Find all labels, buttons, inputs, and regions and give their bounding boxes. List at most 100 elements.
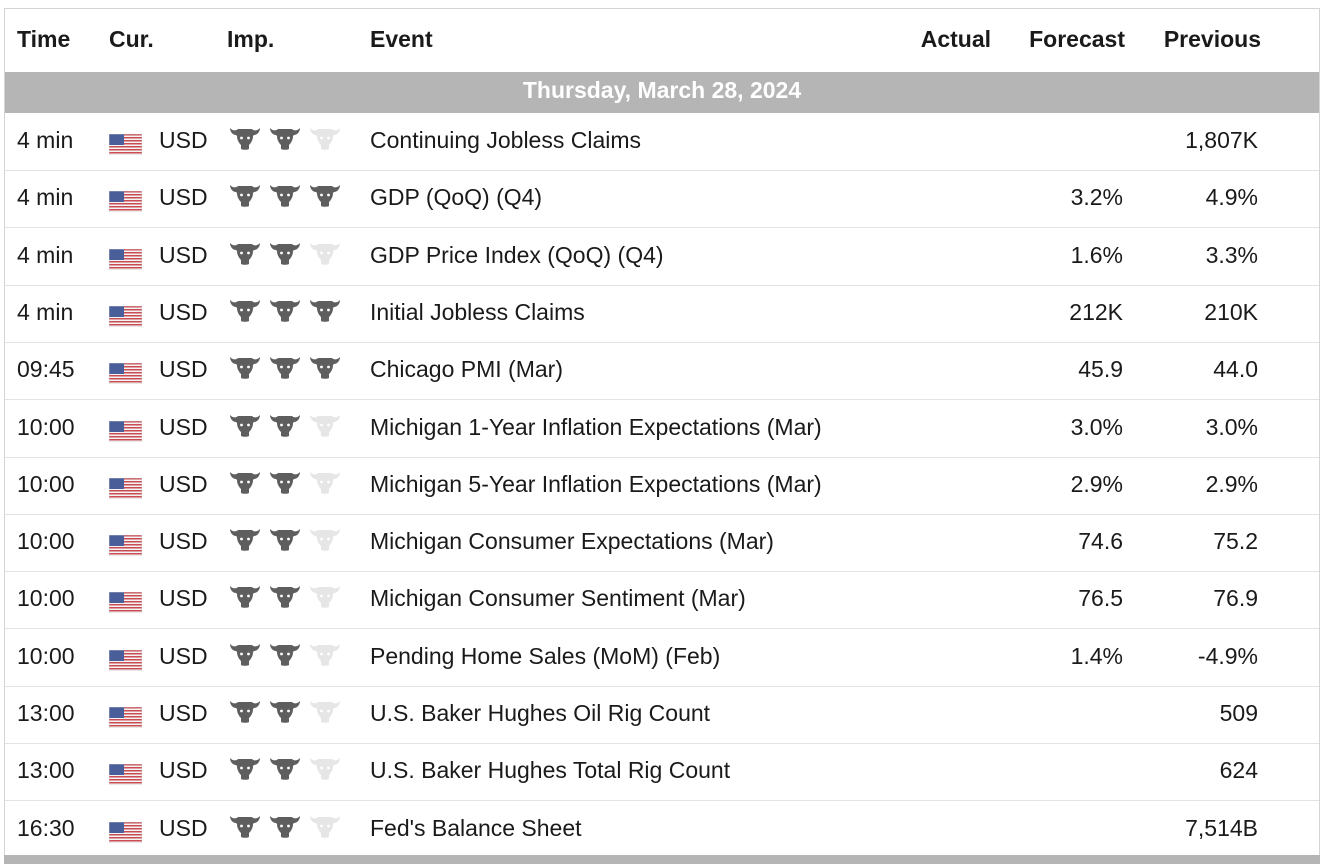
bull-icon [307,523,343,553]
header-previous[interactable]: Previous [1163,26,1261,52]
event-currency: USD [159,585,208,612]
table-row[interactable]: 10:00 USD Michigan Consumer Sentiment (Mar… [5,571,1319,630]
bull-icon [227,695,263,725]
event-name[interactable]: Michigan Consumer Expectations (Mar) [370,528,774,555]
bull-icon [267,122,303,152]
bull-icon [307,237,343,267]
event-forecast: 3.0% [1070,413,1123,440]
event-forecast: 74.6 [1078,528,1123,555]
event-name[interactable]: Michigan Consumer Sentiment (Mar) [370,585,746,612]
bull-icon [307,638,343,668]
event-previous: 3.0% [1205,413,1258,440]
bull-icon [267,351,303,381]
importance-rating [227,237,343,267]
header-actual[interactable]: Actual [920,26,991,52]
event-currency: USD [159,241,208,268]
table-row[interactable]: 4 min USD Initial Jobless Claims 212K 210K [5,285,1319,343]
us-flag-icon [108,706,143,729]
us-flag-icon [108,477,143,500]
event-currency: USD [159,298,208,325]
event-time: 16:30 [17,814,75,841]
event-time: 13:00 [17,700,75,726]
bull-icon [307,351,343,381]
event-time: 4 min [17,241,74,268]
event-name[interactable]: Fed's Balance Sheet [370,814,582,841]
event-forecast: 45.9 [1078,356,1123,383]
us-flag-icon [108,592,143,614]
event-previous: 44.0 [1213,356,1258,383]
event-currency: USD [159,757,208,784]
event-name[interactable]: GDP Price Index (QoQ) (Q4) [370,241,664,268]
table-row[interactable]: 4 min USD Continuing Jobless Claims 1,807K [5,113,1319,171]
importance-rating [227,409,343,439]
table-row[interactable]: 09:45 USD Chicago PMI (Mar) 45.9 44.0 [5,342,1319,401]
event-currency: USD [159,700,208,726]
table-row[interactable]: 10:00 USD Pending Home Sales (MoM) (Feb) 1.… [5,629,1319,687]
us-flag-icon [108,362,143,385]
bull-icon [227,638,263,668]
bull-icon [267,752,303,782]
bull-icon [267,294,303,324]
table-row[interactable]: 10:00 USD Michigan Consumer Expectations (… [5,514,1319,573]
table-row[interactable]: 4 min USD GDP Price Index (QoQ) (Q4) 1.6% 3.… [5,228,1319,286]
event-previous: 75.2 [1213,528,1258,555]
event-currency: USD [159,814,208,841]
bull-icon [307,294,343,324]
event-name[interactable]: Michigan 1-Year Inflation Expectations (… [370,413,822,440]
bull-icon [227,752,263,782]
importance-rating [227,695,343,725]
event-forecast: 1.4% [1070,642,1123,669]
table-row[interactable]: 13:00 USD U.S. Baker Hughes Total Rig Coun… [5,743,1319,802]
bull-icon [267,237,303,267]
table-row[interactable]: 10:00 USD Michigan 1-Year Inflation Expect… [5,400,1319,458]
bull-icon [307,810,343,840]
bottom-divider [4,855,1320,864]
economic-calendar-table: Time Cur. Imp. Event Actual Forecast Pre… [4,8,1320,864]
table-row[interactable]: 4 min USD GDP (QoQ) (Q4) 3.2% 4.9% [5,170,1319,229]
event-name[interactable]: Initial Jobless Claims [370,298,585,325]
event-name[interactable]: U.S. Baker Hughes Total Rig Count [370,757,731,784]
importance-rating [227,351,343,381]
event-previous: 3.3% [1205,241,1258,268]
event-name[interactable]: Chicago PMI (Mar) [370,356,563,383]
event-time: 09:45 [17,356,75,383]
event-currency: USD [159,356,208,383]
header-forecast[interactable]: Forecast [1029,26,1125,52]
event-previous: 7,514B [1185,814,1258,841]
header-event[interactable]: Event [370,26,433,52]
event-time: 4 min [17,127,74,153]
bull-icon [227,580,263,610]
us-flag-icon [108,821,143,843]
event-name[interactable]: Michigan 5-Year Inflation Expectations (… [370,470,822,497]
event-time: 10:00 [17,528,75,555]
event-previous: 624 [1219,757,1258,784]
table-row[interactable]: 16:30 USD Fed's Balance Sheet 7,514B [5,801,1319,859]
event-currency: USD [159,413,208,440]
bull-icon [307,122,343,152]
header-time[interactable]: Time [17,26,71,52]
bull-icon [307,409,343,439]
table-row[interactable]: 10:00 USD Michigan 5-Year Inflation Expect… [5,457,1319,515]
bull-icon [307,466,343,496]
us-flag-icon [108,190,143,213]
bull-icon [267,810,303,840]
importance-rating [227,466,343,496]
table-row[interactable]: 13:00 USD U.S. Baker Hughes Oil Rig Count 5… [5,686,1319,744]
bull-icon [227,351,263,381]
bull-icon [227,466,263,496]
event-name[interactable]: U.S. Baker Hughes Oil Rig Count [370,700,711,726]
event-currency: USD [159,470,208,497]
bull-icon [227,810,263,840]
header-currency[interactable]: Cur. [109,26,154,52]
event-time: 4 min [17,184,74,211]
event-name[interactable]: GDP (QoQ) (Q4) [370,184,543,211]
event-previous: 4.9% [1205,184,1258,211]
bull-icon [227,122,263,152]
importance-rating [227,752,343,782]
bull-icon [267,580,303,610]
us-flag-icon [108,420,143,442]
header-importance[interactable]: Imp. [227,26,275,52]
event-previous: 509 [1219,700,1258,726]
event-name[interactable]: Pending Home Sales (MoM) (Feb) [370,642,721,669]
event-name[interactable]: Continuing Jobless Claims [370,127,642,153]
